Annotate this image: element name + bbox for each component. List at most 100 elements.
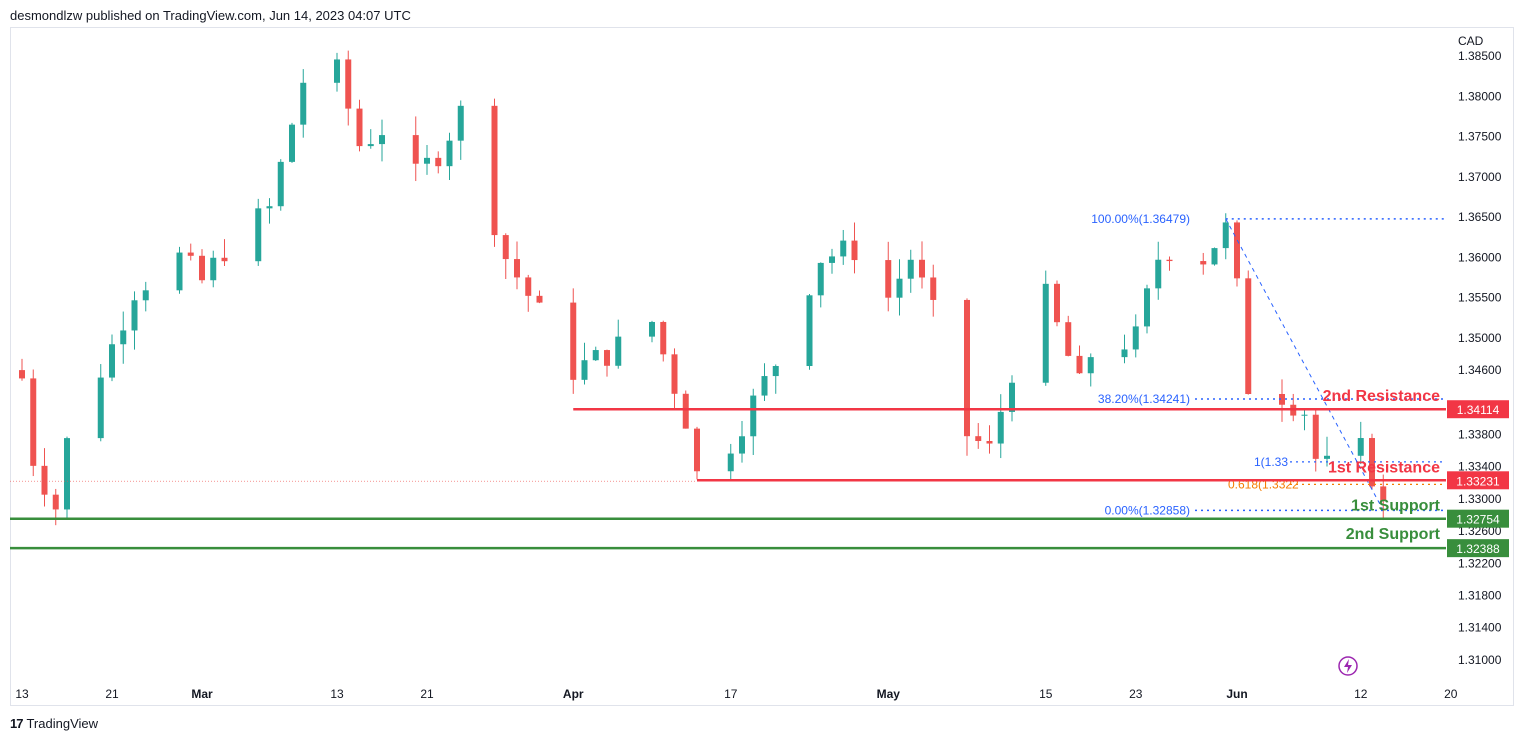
candle-body [1245, 278, 1252, 394]
y-tick-label: 1.32200 [1458, 556, 1502, 570]
candle-body [255, 208, 262, 262]
candle-body [649, 321, 655, 337]
candle-body [604, 350, 610, 366]
price-badge [1447, 539, 1509, 558]
price-badge [1447, 400, 1509, 419]
candle-body [199, 255, 205, 281]
candle-body [1211, 248, 1218, 265]
candle-body [120, 330, 127, 345]
y-tick-label: 1.31800 [1458, 588, 1502, 602]
fib-ext-label: 1(1.33 [1254, 455, 1288, 469]
x-tick-label: Apr [563, 687, 584, 701]
x-tick-label: 13 [330, 687, 344, 701]
candle-body [829, 256, 835, 263]
x-tick-label: 20 [1444, 687, 1458, 701]
resistance-label: 1st Resistance [1328, 459, 1440, 476]
candle-body [491, 105, 498, 236]
candle-body [52, 494, 59, 510]
x-tick-label: May [877, 687, 901, 701]
candle-body [210, 257, 217, 281]
candle-body [615, 336, 622, 366]
candle-body [1279, 393, 1285, 405]
y-tick-label: 1.38500 [1458, 49, 1502, 63]
y-tick-label: 1.31000 [1458, 653, 1502, 667]
x-tick-label: 17 [724, 687, 738, 701]
candle-body [446, 140, 453, 167]
price-badge-label: 1.34114 [1457, 403, 1500, 417]
y-tick-label: 1.34600 [1458, 363, 1502, 377]
x-tick-label: Mar [191, 687, 213, 701]
candle-body [1121, 349, 1128, 358]
candle-body [817, 262, 824, 296]
x-tick-label: 21 [420, 687, 434, 701]
candle-body [997, 411, 1004, 444]
y-tick-label: 1.38000 [1458, 89, 1502, 103]
candle-body [1312, 414, 1319, 459]
price-badge-label: 1.32388 [1456, 542, 1500, 556]
candle-body [727, 453, 734, 472]
y-tick-label: 1.33400 [1458, 460, 1502, 474]
candle-body [1200, 261, 1207, 265]
candle-body [1380, 486, 1387, 501]
lightning-bolt-icon [1344, 659, 1352, 673]
currency-label: CAD [1458, 34, 1484, 48]
candle-body [986, 440, 993, 444]
candle-body [930, 277, 937, 300]
candle-body [1234, 222, 1240, 279]
candle-body [660, 321, 667, 355]
candle-body [592, 350, 599, 361]
y-tick-label: 1.35000 [1458, 331, 1502, 345]
candle-body [896, 278, 903, 298]
price-badge-label: 1.32754 [1456, 513, 1500, 527]
candle-body [502, 235, 509, 260]
candle-body [694, 428, 700, 472]
candle-body [525, 277, 532, 296]
y-tick-label: 1.37500 [1458, 130, 1502, 144]
candle-body [379, 135, 385, 145]
candle-body [1357, 438, 1364, 456]
y-tick-label: 1.33000 [1458, 492, 1502, 506]
candle-body [109, 344, 115, 378]
candle-body [277, 161, 284, 207]
footer-brand[interactable]: TradingView [26, 716, 99, 731]
fib-38-label: 38.20%(1.34241) [1098, 392, 1190, 406]
support-label: 1st Support [1351, 498, 1441, 515]
chart-frame [10, 27, 1514, 706]
candle-body [1301, 414, 1308, 416]
fib-100-label: 100.00%(1.36479) [1091, 212, 1190, 226]
y-tick-label: 1.31400 [1458, 621, 1502, 635]
candle-body [975, 436, 982, 441]
candle-body [739, 436, 745, 454]
candle-body [772, 366, 779, 377]
candle-body [885, 260, 892, 298]
footer: 17 TradingView [10, 716, 98, 731]
price-badge-label: 1.33231 [1456, 474, 1500, 488]
tradingview-logo-icon[interactable]: 17 [10, 716, 24, 731]
candle-body [919, 259, 925, 278]
candle-body [266, 206, 273, 209]
candle-body [435, 157, 442, 167]
support-label: 2nd Support [1346, 526, 1441, 543]
candle-body [536, 295, 543, 303]
y-tick-label: 1.37000 [1458, 170, 1502, 184]
candle-body [131, 300, 138, 331]
candle-body [19, 370, 25, 379]
price-badge [1447, 471, 1509, 490]
candle-body [1324, 455, 1330, 459]
x-tick-label: 23 [1129, 687, 1143, 701]
lightning-icon [1338, 656, 1358, 676]
candle-body [964, 299, 970, 437]
candle-body [142, 290, 149, 301]
candle-body [412, 135, 419, 164]
candle-body [1132, 326, 1139, 350]
candle-body [345, 59, 352, 109]
candle-body [1042, 283, 1049, 383]
x-tick-label: 12 [1354, 687, 1368, 701]
candle-body [367, 144, 374, 147]
y-tick-label: 1.33800 [1458, 427, 1502, 441]
x-tick-label: 13 [15, 687, 29, 701]
candle-body [41, 465, 48, 495]
candle-body [97, 377, 104, 439]
price-badge [1447, 509, 1509, 528]
